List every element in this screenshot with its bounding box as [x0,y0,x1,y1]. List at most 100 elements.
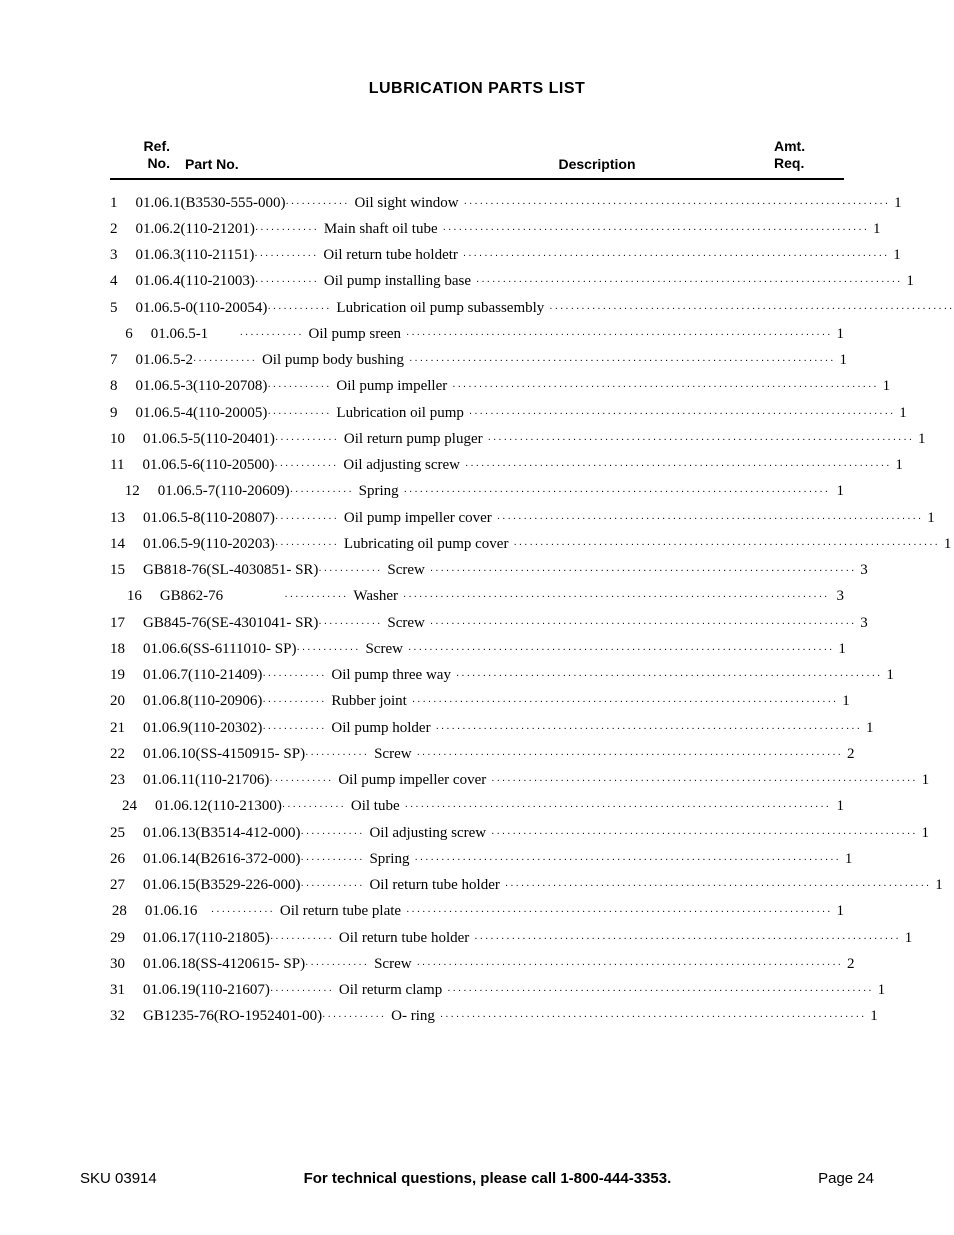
leader-dots-left: ············ [274,458,338,476]
leader-dots-left: ············ [270,931,334,949]
cell-part-number: 01.06.7(110-21409) [143,662,262,688]
header-ref: Ref. No. [110,138,185,172]
cell-description-wrap: ············Screw·······················… [318,610,856,636]
leader-dots-right: ········································… [414,852,840,870]
cell-description-wrap: ············Lubrication oil pump········… [267,400,895,426]
leader-dots-left: ············ [240,327,304,345]
cell-part-number: 01.06.4(110-21003) [136,268,255,294]
cell-description: Oil adjusting screw [338,452,465,478]
leader-dots-right: ········································… [436,721,862,739]
table-row: 501.06.5-0(110-20054)············Lubrica… [110,295,844,321]
cell-description: Screw [369,741,417,767]
cell-ref: 15 [110,557,143,583]
leader-dots-left: ············ [275,511,339,529]
cell-description-wrap: ············Oil return tube holdetr·····… [254,242,889,268]
cell-amount: 1 [923,505,935,531]
cell-ref: 5 [110,295,136,321]
leader-dots-right: ········································… [430,616,856,634]
cell-description: Spring [364,846,414,872]
cell-description-wrap: ············Screw·······················… [305,951,843,977]
cell-part-number: 01.06.1(B3530-555-000) [136,190,286,216]
cell-amount: 3 [829,583,844,609]
cell-part-number: 01.06.5-5(110-20401) [143,426,275,452]
cell-description-wrap: ············Screw·······················… [305,741,843,767]
cell-description: Washer [348,583,403,609]
cell-ref: 25 [110,820,143,846]
leader-dots-left: ············ [301,878,365,896]
cell-ref: 16 [110,583,160,609]
cell-description: Oil return tube holdetr [318,242,463,268]
cell-description-wrap: ············Oil pump impeller···········… [267,373,878,399]
cell-amount: 1 [831,793,844,819]
table-row: 2801.06.16············Oil return tube pl… [110,898,844,924]
leader-dots-left: ············ [286,196,350,214]
header-desc: Description [420,156,774,172]
leader-dots-right: ········································… [456,668,882,686]
cell-amount: 1 [866,1003,878,1029]
cell-amount: 1 [891,452,903,478]
cell-ref: 10 [110,426,143,452]
cell-ref: 7 [110,347,136,373]
cell-description: Oil sight window [349,190,463,216]
leader-dots-left: ············ [262,721,326,739]
table-row: 1101.06.5-6(110-20500)············Oil ad… [110,452,844,478]
cell-ref: 21 [110,715,143,741]
cell-description-wrap: ············Spring······················… [290,478,830,504]
cell-description-wrap: ············Oil pump sreen··············… [240,321,833,347]
cell-part-number: 01.06.5-4(110-20005) [136,400,268,426]
cell-amount: 1 [890,190,902,216]
table-row: 301.06.3(110-21151)············Oil retur… [110,242,844,268]
cell-amount: 1 [901,925,913,951]
cell-amount: 1 [914,426,926,452]
leader-dots-left: ············ [318,616,382,634]
cell-description-wrap: ············Oil tube····················… [282,793,831,819]
page-title: LUBRICATION PARTS LIST [60,80,894,98]
cell-description: O- ring [386,1003,440,1029]
table-row: 1301.06.5-8(110-20807)············Oil pu… [110,505,844,531]
cell-part-number: 01.06.5-1 [151,321,240,347]
cell-part-number: 01.06.8(110-20906) [143,688,262,714]
cell-description: Oil pump holder [326,715,435,741]
cell-amount: 3 [856,610,868,636]
leader-dots-right: ········································… [452,379,878,397]
table-row: 16GB862-76············Washer············… [110,583,844,609]
cell-description-wrap: ············Oil pump impeller cover·····… [269,767,917,793]
leader-dots-right: ········································… [440,1009,866,1027]
leader-dots-right: ········································… [443,222,869,240]
cell-ref: 8 [110,373,136,399]
cell-amount: 1 [869,216,881,242]
footer-support: For technical questions, please call 1-8… [304,1170,672,1187]
cell-description-wrap: ············Lubricating oil pump cover··… [275,531,940,557]
leader-dots-left: ············ [290,484,354,502]
cell-part-number: GB818-76(SL-4030851- SR) [143,557,318,583]
header-amt-line1: Amt. [774,138,805,154]
leader-dots-right: ········································… [513,537,939,555]
cell-ref: 20 [110,688,143,714]
cell-part-number: 01.06.18(SS-4120615- SP) [143,951,305,977]
leader-dots-right: ········································… [474,931,900,949]
table-row: 2401.06.12(110-21300)············Oil tub… [110,793,844,819]
cell-amount: 1 [834,636,846,662]
cell-description: Oil pump impeller cover [333,767,491,793]
table-row: 101.06.1(B3530-555-000)············Oil s… [110,190,844,216]
table-row: 17GB845-76(SE-4301041- SR)············Sc… [110,610,844,636]
cell-ref: 28 [110,898,145,924]
leader-dots-left: ············ [267,406,331,424]
table-row: 201.06.2(110-21201)············Main shaf… [110,216,844,242]
cell-description-wrap: ············Oil adjusting screw·········… [301,820,918,846]
cell-description-wrap: ············Oil pump installing base····… [255,268,902,294]
leader-dots-left: ············ [193,353,257,371]
header-ref-line1: Ref. [144,138,170,154]
cell-amount: 1 [833,898,845,924]
cell-amount: 2 [843,951,855,977]
cell-description-wrap: ············Oil return tube plate·······… [211,898,833,924]
cell-amount: 1 [931,872,943,898]
leader-dots-left: ············ [297,642,361,660]
cell-ref: 2 [110,216,136,242]
cell-ref: 24 [110,793,155,819]
table-header: Ref. No. Part No. Description Amt. Req. [110,138,844,180]
cell-description-wrap: ············Spring······················… [301,846,841,872]
cell-part-number: 01.06.2(110-21201) [136,216,255,242]
cell-description: Lubrication oil pump subassembly [331,295,549,321]
cell-amount: 1 [835,347,847,373]
